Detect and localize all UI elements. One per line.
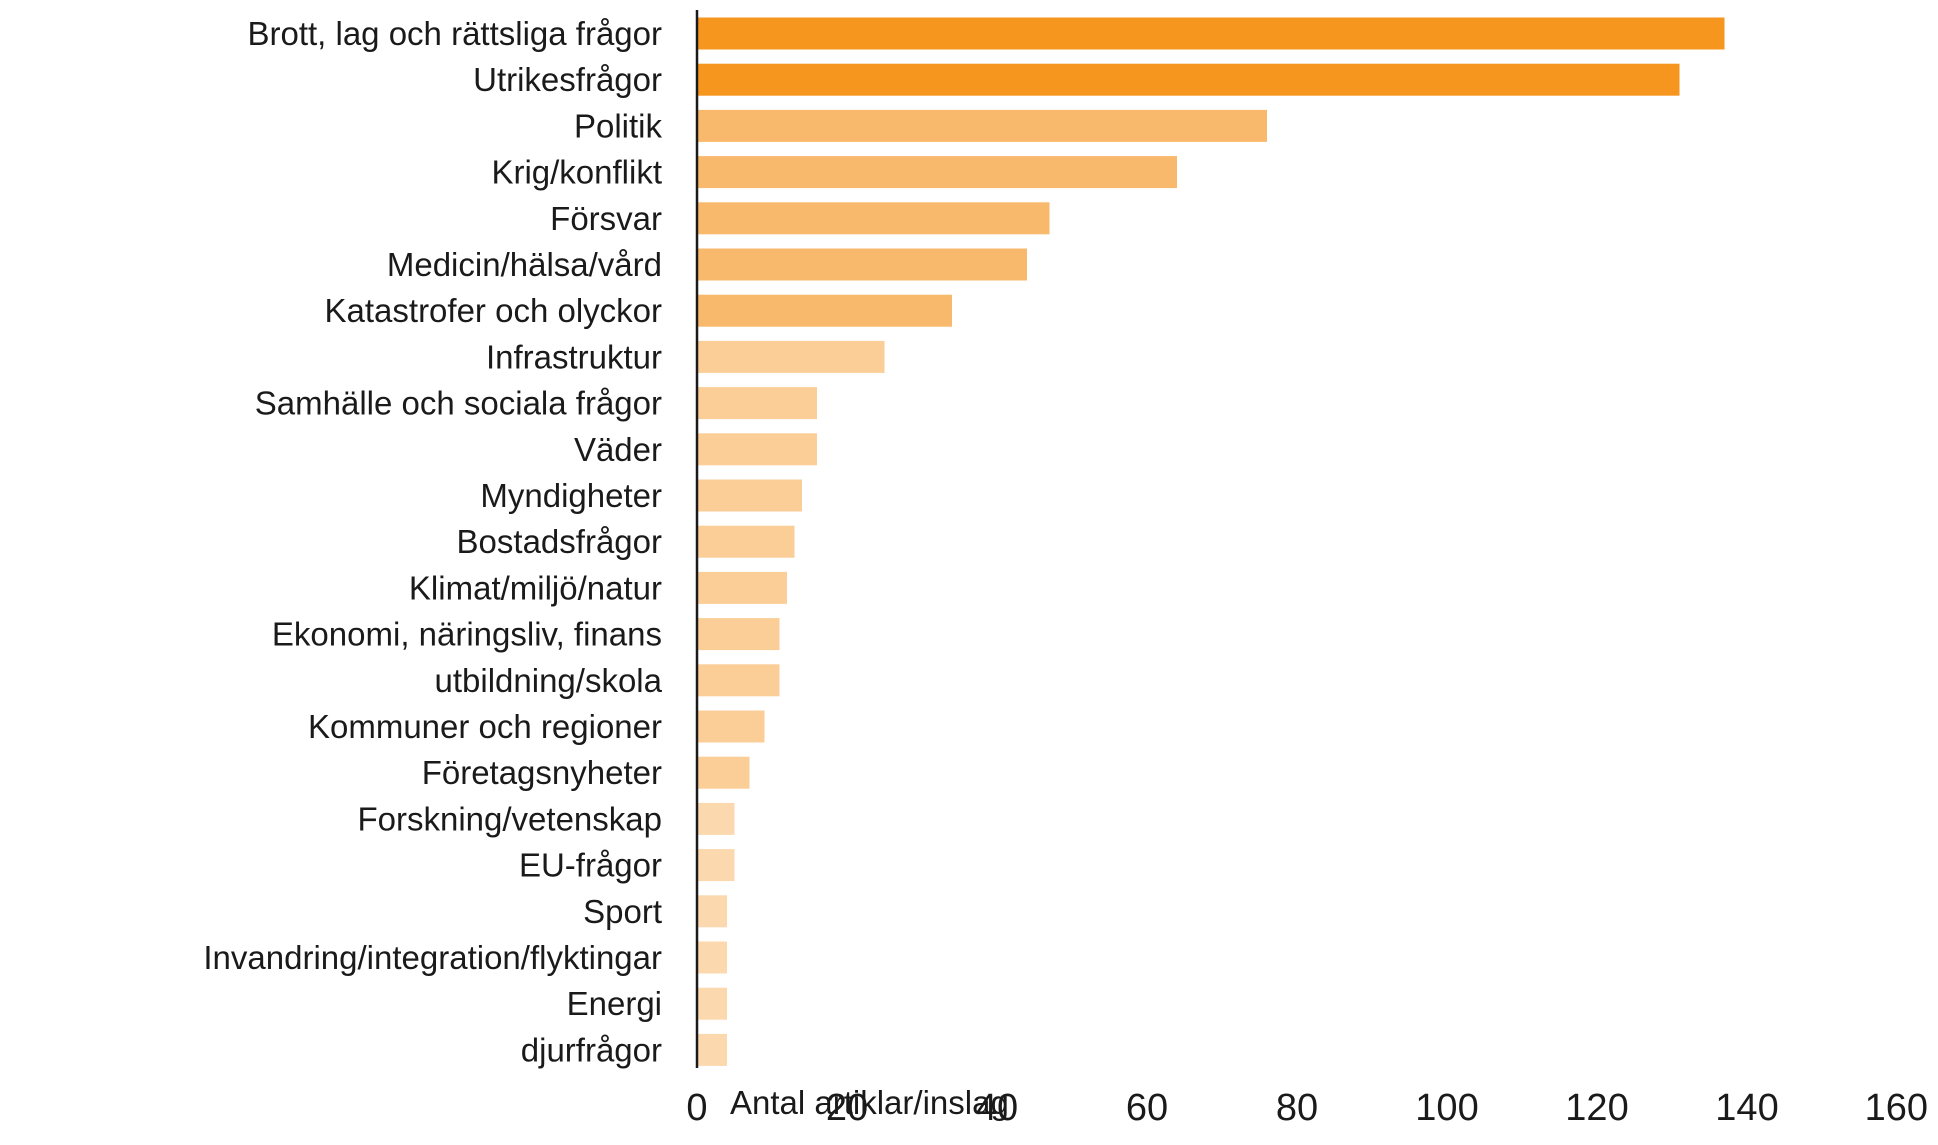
bar-10: [697, 479, 802, 512]
bar-17: [697, 802, 735, 835]
category-label: Myndigheter: [480, 477, 662, 514]
category-label: Ekonomi, näringsliv, finans: [272, 616, 662, 653]
bar-18: [697, 849, 735, 882]
bar-20: [697, 941, 727, 974]
x-tick-label: 160: [1865, 1087, 1928, 1129]
bar-22: [697, 1033, 727, 1066]
bar-13: [697, 618, 780, 651]
category-label: utbildning/skola: [435, 662, 663, 699]
bar-16: [697, 756, 750, 789]
bar-14: [697, 664, 780, 697]
category-label: Klimat/miljö/natur: [409, 569, 662, 606]
x-tick-label: 100: [1415, 1087, 1478, 1129]
category-label: Brott, lag och rättsliga frågor: [247, 15, 662, 52]
category-label: Katastrofer och olyckor: [325, 292, 662, 329]
category-label: Infrastruktur: [486, 338, 662, 375]
category-label: Kommuner och regioner: [308, 708, 662, 745]
category-label: EU-frågor: [519, 847, 662, 884]
bar-15: [697, 710, 765, 743]
x-tick-label: 40: [976, 1087, 1018, 1129]
category-label: Samhälle och sociala frågor: [255, 385, 662, 422]
bar-9: [697, 433, 817, 466]
category-label: djurfrågor: [521, 1031, 662, 1068]
bar-2: [697, 109, 1267, 142]
bar-21: [697, 987, 727, 1020]
category-label: Politik: [574, 107, 663, 144]
category-label: Krig/konflikt: [491, 154, 662, 191]
bar-7: [697, 340, 885, 373]
bar-0: [697, 17, 1725, 50]
category-label: Bostadsfrågor: [457, 523, 662, 560]
x-tick-label: 80: [1276, 1087, 1318, 1129]
category-label: Väder: [574, 431, 662, 468]
category-label: Försvar: [550, 200, 662, 237]
x-tick-label: 120: [1565, 1087, 1628, 1129]
bar-6: [697, 294, 952, 327]
x-tick-label: 0: [686, 1087, 707, 1129]
x-tick-labels: 0 20 40 60 80 100 120 140 160: [686, 1087, 1928, 1129]
bar-8: [697, 387, 817, 420]
x-tick-label: 20: [826, 1087, 868, 1129]
bar-12: [697, 571, 787, 604]
bars-group: [697, 17, 1725, 1066]
category-label: Sport: [583, 893, 662, 930]
x-axis-title: Antal artiklar/inslag: [730, 1084, 1009, 1121]
bar-4: [697, 202, 1050, 235]
bar-5: [697, 248, 1027, 281]
category-label: Företagsnyheter: [422, 754, 662, 791]
category-label: Invandring/integration/flyktingar: [203, 939, 662, 976]
bar-11: [697, 525, 795, 558]
category-labels: Brott, lag och rättsliga frågor Utrikesfr…: [203, 15, 662, 1068]
category-label: Energi: [567, 985, 662, 1022]
bar-3: [697, 156, 1177, 189]
x-tick-label: 140: [1715, 1087, 1778, 1129]
x-tick-label: 60: [1126, 1087, 1168, 1129]
category-label: Utrikesfrågor: [473, 61, 662, 98]
bar-19: [697, 895, 727, 928]
category-label: Medicin/hälsa/vård: [387, 246, 662, 283]
category-label: Forskning/vetenskap: [358, 800, 663, 837]
bar-1: [697, 63, 1680, 96]
